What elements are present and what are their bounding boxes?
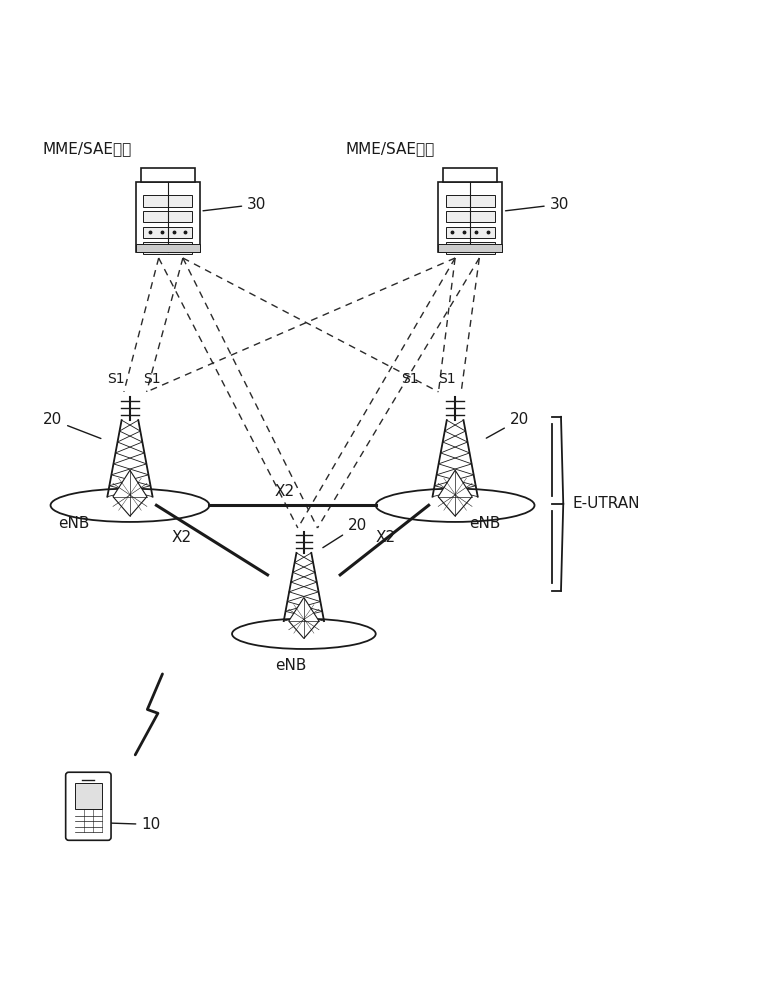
Polygon shape xyxy=(113,470,147,516)
Text: eNB: eNB xyxy=(469,516,500,531)
Text: X2: X2 xyxy=(172,530,192,545)
Bar xyxy=(143,242,192,254)
Text: eNB: eNB xyxy=(276,658,307,673)
Text: 30: 30 xyxy=(505,197,569,212)
Bar xyxy=(136,182,200,252)
Text: X2: X2 xyxy=(275,484,295,499)
Polygon shape xyxy=(288,598,319,638)
Ellipse shape xyxy=(51,489,209,522)
Text: 20: 20 xyxy=(487,412,529,438)
Bar xyxy=(446,242,495,254)
Text: S1: S1 xyxy=(143,372,161,386)
Text: S1: S1 xyxy=(107,372,125,386)
Bar xyxy=(446,211,495,222)
Text: S1: S1 xyxy=(439,372,456,386)
Text: eNB: eNB xyxy=(58,516,90,531)
Bar xyxy=(443,168,497,182)
Text: 20: 20 xyxy=(43,412,101,439)
Bar xyxy=(143,195,192,207)
Text: MME/SAE网关: MME/SAE网关 xyxy=(345,141,435,156)
Text: 10: 10 xyxy=(108,817,161,832)
Ellipse shape xyxy=(232,619,376,649)
Ellipse shape xyxy=(376,489,534,522)
Bar xyxy=(446,195,495,207)
Text: S1: S1 xyxy=(401,372,418,386)
Text: 30: 30 xyxy=(203,197,266,212)
Bar xyxy=(143,227,192,238)
Bar xyxy=(74,783,102,809)
Bar xyxy=(446,227,495,238)
Text: X2: X2 xyxy=(376,530,396,545)
Text: 20: 20 xyxy=(323,518,367,548)
Bar xyxy=(136,244,200,252)
Bar xyxy=(143,211,192,222)
Text: MME/SAE网关: MME/SAE网关 xyxy=(43,141,132,156)
FancyBboxPatch shape xyxy=(66,772,111,840)
Text: E-UTRAN: E-UTRAN xyxy=(572,496,640,511)
Bar xyxy=(140,168,195,182)
Bar xyxy=(438,182,502,252)
Polygon shape xyxy=(438,470,472,516)
Bar xyxy=(438,244,502,252)
